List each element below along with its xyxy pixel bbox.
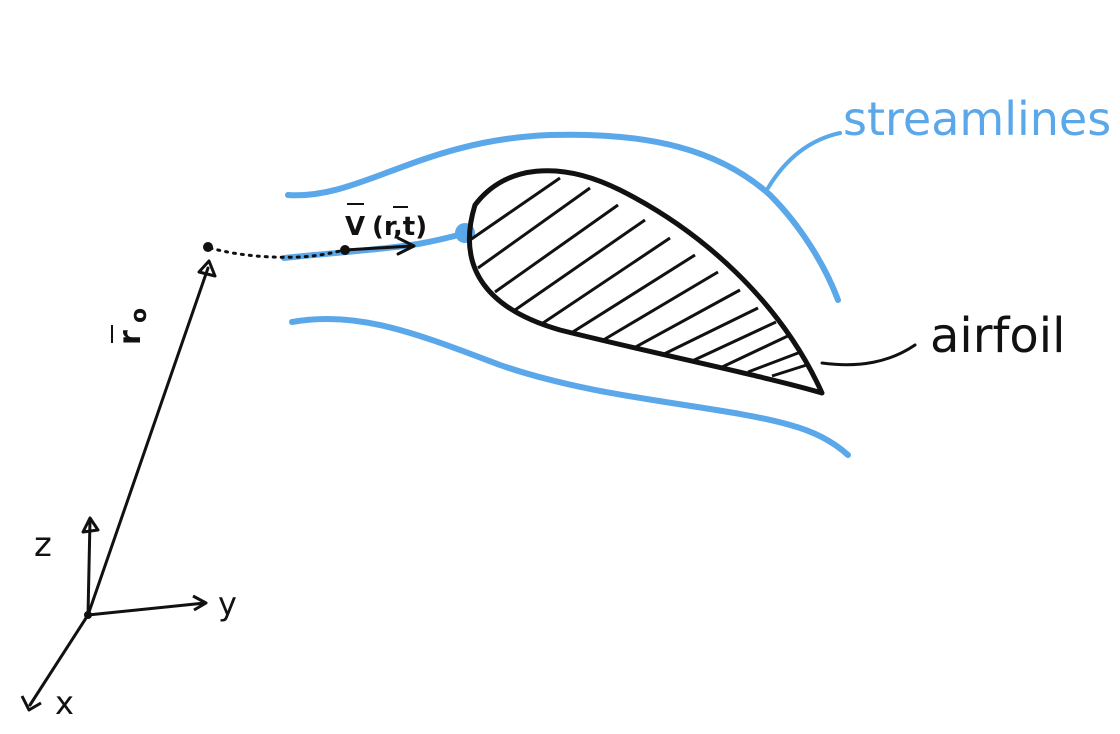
streamlines-label: streamlines xyxy=(843,92,1111,146)
position-label: r o xyxy=(111,308,152,345)
velocity-args: (r,t) xyxy=(372,212,427,242)
upper-streamline xyxy=(285,131,841,303)
y-axis-label: y xyxy=(218,585,237,623)
position-arrowhead xyxy=(197,259,217,278)
position-vector xyxy=(86,242,217,617)
airfoil-hatching xyxy=(469,176,817,378)
x-axis xyxy=(28,613,90,707)
position-subscript: o xyxy=(127,308,152,323)
streamlines-leader-line xyxy=(766,131,842,190)
y-axis xyxy=(86,601,207,617)
velocity-arrowhead xyxy=(396,236,416,256)
airfoil xyxy=(467,168,825,396)
velocity-label: V (r,t) xyxy=(345,203,427,242)
lower-streamline xyxy=(289,315,851,458)
streamlines-group xyxy=(281,131,851,458)
airfoil-outline xyxy=(467,168,825,396)
z-axis xyxy=(86,518,92,617)
z-axis-arrowhead xyxy=(81,516,100,534)
particle-path-dotted xyxy=(208,246,347,259)
airfoil-leader-line xyxy=(820,343,917,367)
airfoil-label: airfoil xyxy=(930,308,1065,364)
y-axis-arrowhead xyxy=(192,594,208,612)
initial-point xyxy=(203,242,213,252)
coordinate-axes xyxy=(20,516,208,712)
velocity-vector xyxy=(340,236,416,256)
x-axis-label: x xyxy=(55,684,74,722)
x-axis-arrowhead xyxy=(20,695,42,712)
z-axis-label: z xyxy=(34,525,52,565)
velocity-symbol: V xyxy=(345,212,365,242)
position-symbol: r xyxy=(113,330,148,345)
